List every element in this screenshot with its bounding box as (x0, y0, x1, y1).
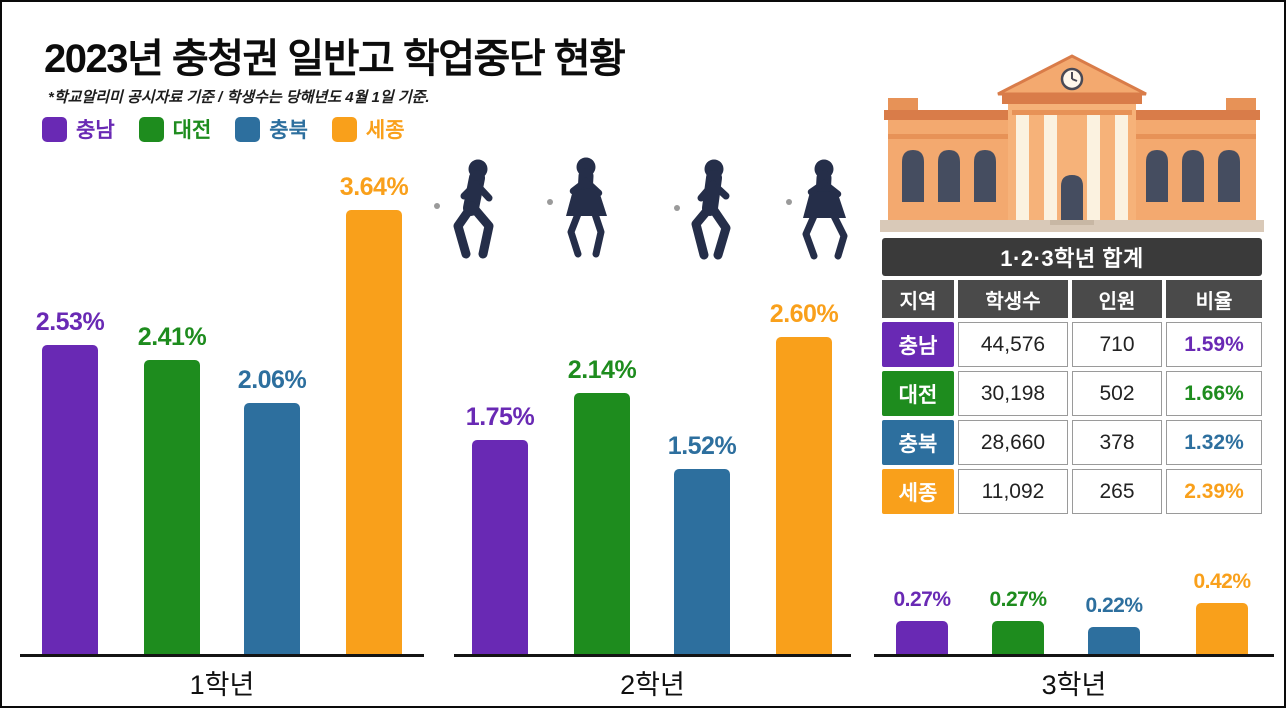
value-label-sejong-grade3: 0.42% (1193, 570, 1251, 593)
summary-table-title: 1·2·3학년 합계 (882, 238, 1262, 276)
table-count-sejong: 265 (1072, 469, 1162, 514)
table-students-sejong: 11,092 (958, 469, 1068, 514)
table-count-chungbuk: 378 (1072, 420, 1162, 465)
walking-students-illustration (434, 157, 848, 260)
page-title: 2023년 충청권 일반고 학업중단 현황 (44, 37, 626, 81)
page-subtitle: *학교알리미 공시자료 기준 / 학생수는 당해년도 4월 1일 기준. (48, 89, 430, 106)
table-rate-chungnam: 1.59% (1166, 322, 1262, 367)
category-label-grade3: 3학년 (1041, 670, 1107, 700)
table-rate-sejong: 2.39% (1166, 469, 1262, 514)
legend-swatch-sejong (331, 116, 357, 142)
legend-label-chungnam: 충남 (76, 119, 115, 142)
bar-chungbuk-grade3 (1088, 627, 1140, 654)
bar-chungnam-grade3 (896, 621, 948, 654)
bar-sejong-grade2 (776, 337, 832, 654)
value-label-daejeon-grade1: 2.41% (137, 323, 207, 351)
table-region-chungbuk: 충북 (882, 420, 954, 465)
legend-item-daejeon: 대전 (138, 114, 212, 144)
axis-line-grade2 (454, 654, 851, 657)
motion-dot (674, 205, 680, 211)
category-label-grade2: 2학년 (620, 670, 685, 700)
axis-line-grade1 (20, 654, 424, 657)
category-label-grade1: 1학년 (189, 670, 255, 700)
value-label-sejong-grade2: 2.60% (769, 300, 839, 328)
table-count-daejeon: 502 (1072, 371, 1162, 416)
table-rate-chungbuk: 1.32% (1166, 420, 1262, 465)
school-building-icon (880, 54, 1264, 232)
table-header-rate: 비율 (1166, 280, 1262, 318)
legend: 충남 대전 충북 세종 (42, 114, 405, 144)
legend-swatch-daejeon (138, 116, 164, 142)
legend-label-chungbuk: 충북 (269, 119, 308, 142)
bar-daejeon-grade1 (144, 360, 200, 654)
legend-item-chungnam: 충남 (42, 114, 115, 144)
table-region-sejong: 세종 (882, 469, 954, 514)
bar-sejong-grade3 (1196, 603, 1248, 654)
bar-chungbuk-grade1 (244, 403, 300, 654)
bar-daejeon-grade3 (992, 621, 1044, 654)
value-label-sejong-grade1: 3.64% (339, 173, 409, 201)
walking-student-icon (453, 159, 494, 259)
table-count-chungnam: 710 (1072, 322, 1162, 367)
legend-label-daejeon: 대전 (172, 119, 212, 142)
value-label-chungbuk-grade3: 0.22% (1085, 594, 1143, 617)
value-label-chungnam-grade3: 0.27% (893, 588, 951, 611)
table-region-chungnam: 충남 (882, 322, 954, 367)
bar-daejeon-grade2 (574, 393, 630, 654)
legend-item-sejong: 세종 (331, 114, 405, 144)
table-header-count: 인원 (1072, 280, 1162, 318)
walking-student-icon (802, 159, 848, 260)
bar-sejong-grade1 (346, 210, 402, 654)
table-region-daejeon: 대전 (882, 371, 954, 416)
table-rate-daejeon: 1.66% (1166, 371, 1262, 416)
clock-icon (1060, 67, 1084, 91)
value-label-chungbuk-grade1: 2.06% (237, 366, 307, 394)
table-students-chungbuk: 28,660 (958, 420, 1068, 465)
table-students-daejeon: 30,198 (958, 371, 1068, 416)
table-students-chungnam: 44,576 (958, 322, 1068, 367)
bar-chungnam-grade2 (472, 440, 528, 654)
legend-swatch-chungnam (42, 116, 67, 142)
building-door (1061, 175, 1083, 220)
axis-line-grade3 (874, 654, 1274, 657)
legend-swatch-chungbuk (235, 116, 261, 142)
bar-chungnam-grade1 (42, 345, 98, 654)
value-label-chungbuk-grade2: 1.52% (667, 432, 737, 460)
value-label-chungnam-grade2: 1.75% (465, 403, 535, 431)
motion-dot (786, 199, 792, 205)
walking-student-icon (691, 159, 731, 260)
legend-item-chungbuk: 충북 (235, 114, 308, 144)
table-header-region: 지역 (882, 280, 954, 318)
table-header-students: 학생수 (958, 280, 1068, 318)
motion-dot (547, 199, 553, 205)
motion-dot (434, 203, 440, 209)
building-columns (1016, 112, 1128, 220)
bar-chungbuk-grade2 (674, 469, 730, 654)
walking-student-icon (566, 157, 607, 258)
value-label-daejeon-grade3: 0.27% (989, 588, 1047, 611)
value-label-chungnam-grade1: 2.53% (35, 308, 105, 336)
building-windows (902, 150, 1240, 202)
legend-label-sejong: 세종 (365, 119, 405, 142)
value-label-daejeon-grade2: 2.14% (567, 356, 637, 384)
